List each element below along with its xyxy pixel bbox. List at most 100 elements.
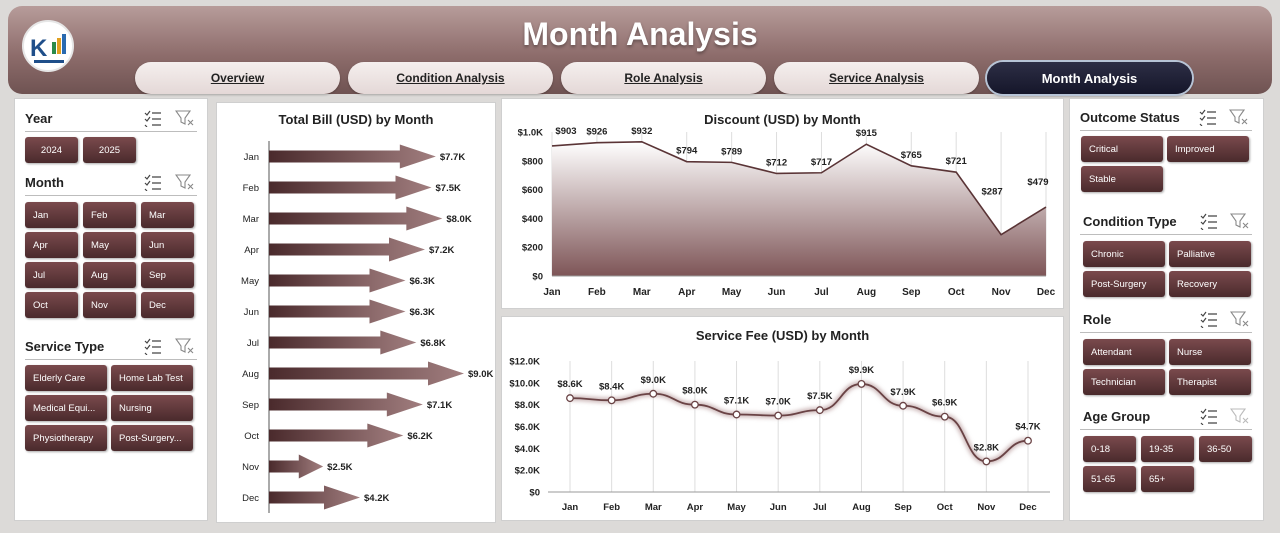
role-chip-attendant[interactable]: Attendant [1083, 339, 1165, 365]
tab-role-analysis[interactable]: Role Analysis [561, 62, 766, 94]
fee-data-label: $9.0K [641, 375, 666, 386]
discount-data-label: $765 [901, 150, 923, 161]
tab-condition-analysis[interactable]: Condition Analysis [348, 62, 553, 94]
clear-filter-icon[interactable] [1229, 108, 1249, 126]
multi-select-icon[interactable] [143, 109, 163, 127]
month-chip-sep[interactable]: Sep [141, 262, 194, 288]
condition-chip-chronic[interactable]: Chronic [1083, 241, 1165, 267]
total-bill-chart: Jan $7.7K Feb $7.5K Mar $8.0K Apr $7.2K May $6.3K… [241, 141, 493, 513]
fee-y-tick: $10.0K [509, 378, 540, 389]
month-chip-dec[interactable]: Dec [141, 292, 194, 318]
discount-data-label: $794 [676, 146, 698, 157]
year-chip-2025[interactable]: 2025 [83, 137, 136, 163]
fee-x-tick: Jul [813, 502, 827, 513]
outcome-status-slicer-title: Outcome Status [1080, 110, 1180, 125]
outcome-chip-stable[interactable]: Stable [1081, 166, 1163, 192]
month-chip-mar[interactable]: Mar [141, 202, 194, 228]
multi-select-icon[interactable] [143, 173, 163, 191]
discount-data-label: $932 [631, 127, 652, 137]
fee-x-tick: Feb [603, 502, 620, 513]
discount-y-tick: $0 [532, 272, 543, 283]
age-chip-19-35[interactable]: 19-35 [1141, 436, 1194, 462]
bill-category-label: Apr [244, 245, 259, 256]
condition-type-slicer-divider [1080, 234, 1252, 235]
discount-x-tick: May [722, 287, 742, 298]
month-chip-oct[interactable]: Oct [25, 292, 78, 318]
multi-select-icon[interactable] [1199, 407, 1219, 425]
month-chip-apr[interactable]: Apr [25, 232, 78, 258]
logo-graphic: K [30, 34, 66, 63]
bill-data-label: $2.5K [327, 462, 352, 473]
multi-select-icon[interactable] [1199, 310, 1219, 328]
outcome-chip-improved[interactable]: Improved [1167, 136, 1249, 162]
tab-overview[interactable]: Overview [135, 62, 340, 94]
service-chip-elderly-care[interactable]: Elderly Care [25, 365, 107, 391]
clear-filter-icon[interactable] [175, 337, 195, 355]
month-chip-may[interactable]: May [83, 232, 136, 258]
company-logo: K [22, 20, 74, 72]
fee-point [899, 401, 908, 410]
clear-filter-icon[interactable] [1230, 310, 1250, 328]
age-chip-36-50[interactable]: 36-50 [1199, 436, 1252, 462]
month-chip-feb[interactable]: Feb [83, 202, 136, 228]
tab-month-analysis[interactable]: Month Analysis [987, 62, 1192, 94]
discount-y-tick: $200 [522, 243, 543, 254]
role-chip-nurse[interactable]: Nurse [1169, 339, 1251, 365]
discount-y-tick: $800 [522, 156, 543, 167]
fee-y-tick: $0 [529, 488, 540, 499]
total-bill-chart-panel: Total Bill (USD) by Month Jan $7.7K Feb $7.… [216, 102, 496, 523]
bill-bar-oct [269, 423, 404, 448]
bill-data-label: $7.5K [436, 183, 461, 194]
bill-bar-apr [269, 237, 425, 262]
discount-data-label: $915 [856, 128, 878, 139]
discount-data-label: $721 [946, 156, 968, 167]
month-chip-jan[interactable]: Jan [25, 202, 78, 228]
multi-select-icon[interactable] [1199, 212, 1219, 230]
condition-chip-recovery[interactable]: Recovery [1169, 271, 1251, 297]
service-chip-home-lab-test[interactable]: Home Lab Test [111, 365, 193, 391]
month-chip-jun[interactable]: Jun [141, 232, 194, 258]
fee-x-tick: Mar [645, 502, 662, 513]
bill-category-label: Nov [242, 462, 259, 473]
fee-y-tick: $6.0K [515, 422, 540, 433]
fee-x-tick: Apr [687, 502, 704, 513]
fee-point [857, 379, 866, 388]
service-chip-physiotherapy[interactable]: Physiotherapy [25, 425, 107, 451]
service-chip-medical-equipment[interactable]: Medical Equi... [25, 395, 107, 421]
discount-chart: $0 $200 $400 $600 $800 $1.0K $903 Jan $926 Feb $93… [518, 127, 1056, 298]
age-chip-51-65[interactable]: 51-65 [1083, 466, 1136, 492]
month-chip-jul[interactable]: Jul [25, 262, 78, 288]
month-chip-aug[interactable]: Aug [83, 262, 136, 288]
discount-y-tick: $600 [522, 185, 543, 196]
condition-chip-palliative[interactable]: Palliative [1169, 241, 1251, 267]
discount-x-tick: Aug [857, 287, 876, 298]
bill-category-label: Feb [243, 183, 259, 194]
clear-filter-icon[interactable] [175, 109, 195, 127]
fee-y-tick: $4.0K [515, 444, 540, 455]
clear-filter-icon[interactable] [1230, 212, 1250, 230]
fee-data-label: $4.7K [1015, 422, 1040, 433]
discount-x-tick: Oct [948, 287, 965, 298]
role-chip-technician[interactable]: Technician [1083, 369, 1165, 395]
age-group-slicer-divider [1080, 429, 1252, 430]
multi-select-icon[interactable] [1198, 108, 1218, 126]
age-chip-0-18[interactable]: 0-18 [1083, 436, 1136, 462]
service-fee-chart-panel: Service Fee (USD) by Month $0 $2.0K $4.0K $… [501, 316, 1064, 521]
role-chip-therapist[interactable]: Therapist [1169, 369, 1251, 395]
service-chip-post-surgery[interactable]: Post-Surgery... [111, 425, 193, 451]
age-chip-65-plus[interactable]: 65+ [1141, 466, 1194, 492]
service-chip-nursing[interactable]: Nursing [111, 395, 193, 421]
tab-service-analysis[interactable]: Service Analysis [774, 62, 979, 94]
fee-x-tick: Nov [977, 502, 996, 513]
multi-select-icon[interactable] [143, 337, 163, 355]
service-type-slicer-divider [25, 359, 197, 360]
year-chip-2024[interactable]: 2024 [25, 137, 78, 163]
condition-chip-post-surgery[interactable]: Post-Surgery [1083, 271, 1165, 297]
bill-bar-dec [269, 485, 360, 510]
month-chip-nov[interactable]: Nov [83, 292, 136, 318]
outcome-chip-critical[interactable]: Critical [1081, 136, 1163, 162]
fee-data-label: $9.9K [849, 365, 874, 376]
clear-filter-icon[interactable] [175, 173, 195, 191]
clear-filter-icon[interactable] [1230, 407, 1250, 425]
discount-x-tick: Jul [814, 287, 829, 298]
